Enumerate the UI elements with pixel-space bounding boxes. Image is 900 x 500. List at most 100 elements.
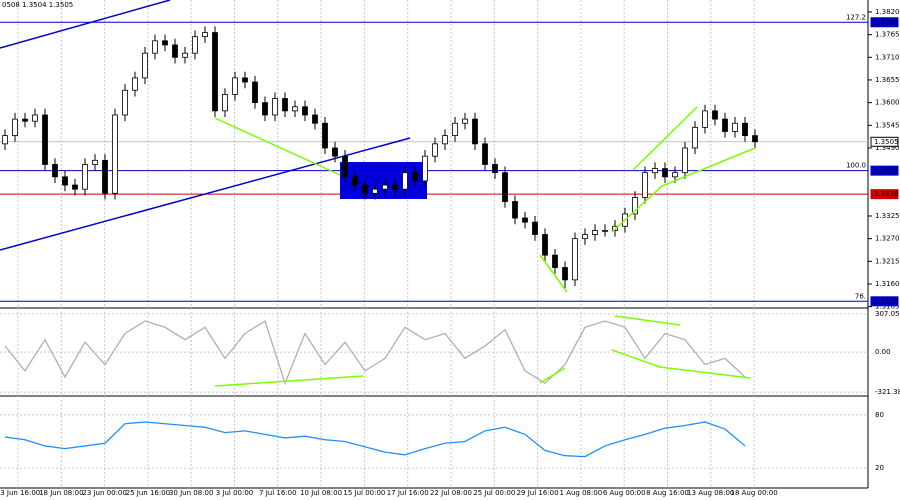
- divergence-line: [632, 106, 698, 171]
- x-tick-label: 22 Jul 08:00: [430, 489, 472, 497]
- candle-body: [392, 184, 398, 190]
- candle-body: [682, 147, 688, 174]
- candle-body: [652, 168, 658, 174]
- candle-body: [462, 118, 468, 124]
- candle-body: [732, 122, 738, 132]
- y-tick-label: 0.00: [875, 348, 891, 356]
- x-tick-label: 7 Jul 16:00: [259, 489, 297, 497]
- candle-body: [722, 118, 728, 132]
- candle-body: [512, 201, 518, 219]
- ohlc-header: 0508 1.3504 1.3505: [2, 1, 73, 9]
- candle-body: [592, 229, 598, 235]
- x-tick-label: 18 Aug 00:00: [730, 489, 777, 497]
- candle-body: [252, 81, 258, 104]
- candle-body: [72, 184, 78, 190]
- candle-body: [22, 118, 28, 122]
- level-tag: 100.0: [846, 162, 866, 170]
- candle-body: [372, 188, 378, 194]
- candle-body: [122, 89, 128, 116]
- candle-body: [12, 118, 18, 137]
- candle-body: [632, 197, 638, 215]
- candle-body: [572, 238, 578, 281]
- candle-body: [222, 93, 228, 112]
- level-label-box: [870, 136, 899, 147]
- y-tick-label: 307.0503: [875, 310, 900, 318]
- x-tick-label: 18 Jun 08:00: [39, 489, 83, 497]
- divergence-line: [611, 349, 751, 379]
- candle-body: [502, 172, 508, 202]
- candle-body: [162, 40, 168, 46]
- candle-body: [242, 77, 248, 83]
- candle-body: [552, 254, 558, 268]
- y-tick-label: 1.3160: [875, 280, 900, 288]
- candle-body: [362, 184, 368, 194]
- level-label: 1.3378: [874, 190, 899, 198]
- y-tick-label: 1.3545: [875, 121, 900, 129]
- candle-body: [422, 155, 428, 182]
- y-tick-label: 80: [875, 411, 884, 419]
- candle-body: [602, 229, 608, 232]
- x-tick-label: 15 Jul 00:00: [343, 489, 385, 497]
- divergence-line: [614, 315, 681, 326]
- level-label-box: [870, 296, 899, 307]
- level-label-box: [870, 17, 899, 28]
- y-tick-label: 1.3105: [875, 303, 900, 311]
- level-label: 1.3118: [874, 297, 899, 305]
- level-tag: 76.: [855, 292, 866, 300]
- candle-body: [52, 164, 58, 178]
- divergence-line: [611, 147, 756, 233]
- candle-body: [202, 32, 208, 38]
- candle-body: [182, 52, 188, 58]
- divergence-line: [539, 254, 568, 293]
- candle-body: [272, 98, 278, 116]
- level-label-box: [870, 189, 899, 200]
- x-tick-label: 25 Jul 00:00: [473, 489, 515, 497]
- trend-line: [0, 137, 411, 251]
- candle-body: [112, 114, 118, 194]
- x-tick-label: 29 Jul 16:00: [517, 489, 559, 497]
- candle-body: [132, 77, 138, 91]
- candle-body: [102, 159, 108, 194]
- candle-body: [582, 234, 588, 240]
- trend-line: [0, 0, 171, 49]
- candle-body: [292, 106, 298, 112]
- candle-body: [192, 36, 198, 54]
- candle-body: [332, 147, 338, 157]
- candle-body: [92, 159, 98, 165]
- y-tick-label: 1.3655: [875, 76, 900, 84]
- y-tick-label: 1.3820: [875, 8, 900, 16]
- candle-body: [232, 77, 238, 95]
- divergence-line: [539, 367, 566, 384]
- x-tick-label: 1 Aug 08:00: [560, 489, 603, 497]
- divergence-line: [214, 375, 364, 387]
- candle-body: [662, 168, 668, 178]
- x-tick-label: 8 Aug 16:00: [646, 489, 689, 497]
- candle-body: [712, 110, 718, 120]
- candle-body: [482, 143, 488, 165]
- candle-body: [742, 122, 748, 137]
- y-tick-label: 1.3600: [875, 99, 900, 107]
- candle-body: [492, 164, 498, 174]
- x-tick-label: 10 Jul 08:00: [300, 489, 342, 497]
- candle-body: [562, 267, 568, 281]
- divergence-line: [214, 117, 341, 176]
- candle-body: [62, 176, 68, 186]
- y-tick-label: 1.3270: [875, 235, 900, 243]
- x-tick-label: 30 Jun 08:00: [169, 489, 213, 497]
- candle-body: [432, 143, 438, 157]
- candle-body: [412, 172, 418, 182]
- y-tick-label: 20: [875, 464, 884, 472]
- rsi-line: [4, 421, 746, 458]
- candle-body: [212, 32, 218, 112]
- y-tick-label: 1.3490: [875, 144, 900, 152]
- candle-body: [642, 172, 648, 198]
- y-tick-label: 1.3325: [875, 212, 900, 220]
- candle-body: [752, 135, 758, 143]
- candle-body: [172, 44, 178, 58]
- candle-body: [352, 176, 358, 186]
- candle-body: [452, 122, 458, 137]
- candle-body: [142, 52, 148, 79]
- candle-body: [672, 172, 678, 178]
- candle-body: [322, 122, 328, 149]
